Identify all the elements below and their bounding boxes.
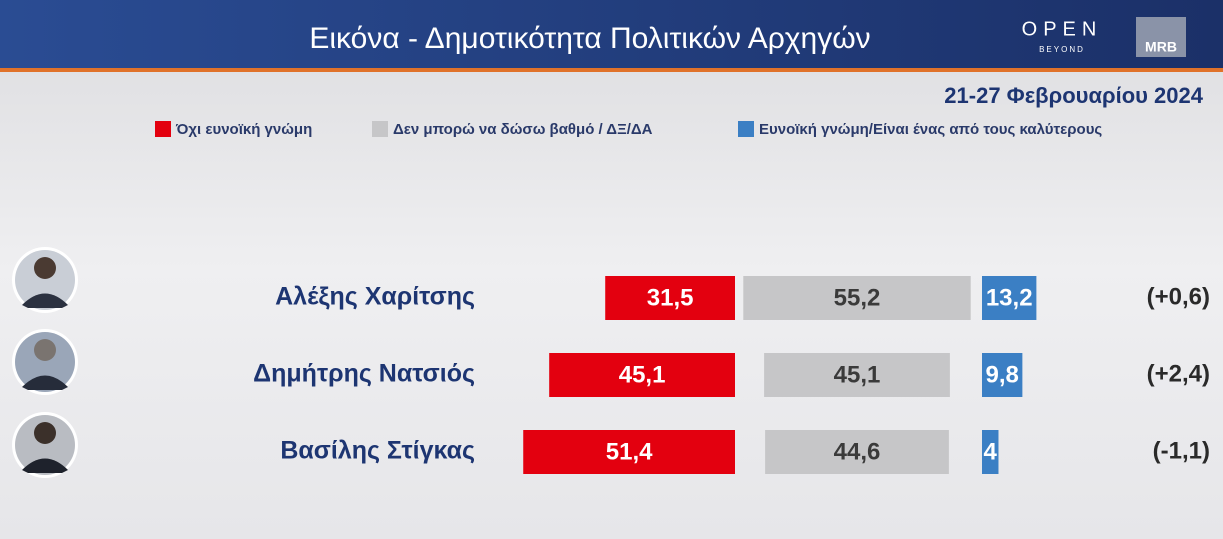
photo — [22, 458, 68, 473]
value-label: 9,8 — [986, 361, 1019, 388]
value-label: 13,2 — [986, 284, 1033, 311]
change-label: (+2,4) — [1147, 360, 1210, 387]
photo — [15, 415, 75, 475]
logo-open: OPEN — [1022, 18, 1103, 40]
bar — [743, 276, 971, 320]
legend-swatch — [738, 121, 754, 137]
bar — [523, 430, 735, 474]
category-label: Βασίλης Στίγκας — [280, 437, 475, 465]
value-label: 51,4 — [606, 438, 653, 465]
subtitle: 21-27 Φεβρουαρίου 2024 — [944, 83, 1203, 108]
header-stripe — [0, 68, 1223, 72]
logo-mrb: MRB — [1145, 39, 1177, 55]
value-label: 31,5 — [647, 284, 694, 311]
bar — [605, 276, 735, 320]
photo — [15, 332, 75, 392]
legend-label: Ευνοϊκή γνώμη/Είναι ένας από τους καλύτε… — [759, 121, 1102, 138]
photos — [12, 247, 78, 478]
change-label: (-1,1) — [1153, 437, 1210, 464]
value-label: 44,6 — [834, 438, 881, 465]
legend-label: Όχι ευνοϊκή γνώμη — [175, 121, 312, 138]
bar — [764, 353, 950, 397]
category-label: Αλέξης Χαρίτσης — [275, 283, 475, 311]
photo — [34, 422, 56, 444]
value-label: 45,1 — [834, 361, 881, 388]
legend-swatch — [372, 121, 388, 137]
header-bar — [0, 0, 1223, 68]
bar — [982, 430, 999, 474]
legend-swatch — [155, 121, 171, 137]
bar — [982, 276, 1037, 320]
photo — [15, 250, 75, 310]
value-label: 45,1 — [619, 361, 666, 388]
bar — [549, 353, 735, 397]
photo — [34, 339, 56, 361]
header-title: Εικόνα - Δημοτικότητα Πολιτικών Αρχηγών — [309, 22, 870, 55]
value-label: 55,2 — [834, 284, 881, 311]
logo-mrb-box — [1136, 17, 1186, 57]
category-label: Δημήτρης Νατσιός — [253, 360, 475, 388]
logo-beyond: BEYOND — [1039, 45, 1085, 54]
bar — [982, 353, 1023, 397]
change-label: (+0,6) — [1147, 283, 1210, 310]
photo — [22, 293, 68, 308]
bar — [765, 430, 949, 474]
value-label: 4 — [984, 438, 998, 465]
photo — [34, 257, 56, 279]
photo — [22, 375, 68, 390]
legend-label: Δεν μπορώ να δώσω βαθμό / ΔΞ/ΔΑ — [393, 121, 653, 138]
